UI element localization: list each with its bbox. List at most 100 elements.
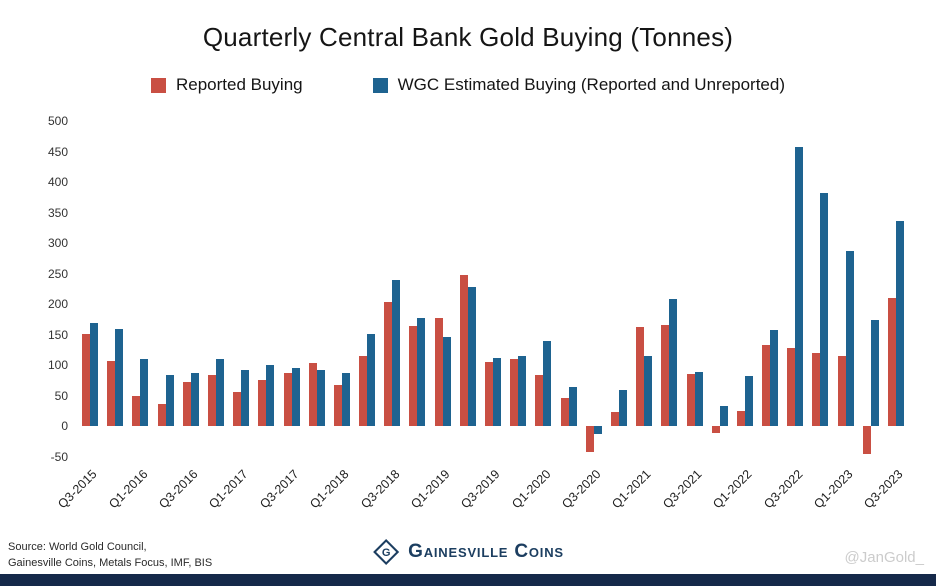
estimated-bar — [417, 318, 426, 427]
reported-bar — [207, 374, 216, 427]
y-axis-label: 450 — [47, 144, 68, 159]
legend-item-reported: Reported Buying — [150, 75, 303, 95]
bar-group: Q1-2019 — [408, 121, 453, 511]
reported-bar — [610, 411, 619, 427]
reported-bar — [711, 426, 720, 433]
y-axis-label: -50 — [50, 450, 68, 464]
bar-group: Q3-2017 — [257, 121, 301, 511]
x-axis-label: Q1-2016 — [105, 467, 151, 512]
bar-group — [409, 121, 426, 457]
reported-bar — [686, 373, 695, 427]
bar-group — [610, 121, 627, 457]
y-axis-label: 500 — [47, 114, 68, 128]
x-axis-label: Q3-2016 — [156, 467, 201, 512]
reported-bar — [283, 372, 292, 427]
estimated-bar — [215, 359, 224, 427]
y-axis-label: 250 — [47, 266, 68, 281]
bar-group — [711, 121, 728, 457]
x-axis-label: Q3-2021 — [660, 467, 705, 512]
reported-bar — [837, 356, 846, 427]
estimated-bar — [291, 368, 300, 427]
legend-label-estimated: WGC Estimated Buying (Reported and Unrep… — [397, 75, 786, 94]
estimated-bar — [845, 251, 854, 427]
svg-text:G: G — [382, 547, 391, 559]
estimated-bar — [115, 328, 124, 427]
estimated-bar — [467, 287, 476, 427]
bar-group: Q3-2016 — [156, 121, 201, 511]
plot-area: Q3-2015 Q1-2016 Q3-2016 Q1-2017 Q3-2017 Q1-20… — [56, 121, 906, 511]
reported-bar — [333, 384, 342, 427]
bar-group — [510, 121, 527, 457]
x-axis-label: Q3-2015 — [55, 467, 100, 512]
reported-bar — [107, 360, 116, 427]
estimated-bar — [316, 369, 325, 427]
reported-bar — [636, 326, 645, 427]
reported-bar — [434, 317, 443, 427]
y-axis-label: 50 — [54, 388, 68, 403]
bar-group — [107, 121, 124, 457]
reported-bar — [459, 274, 468, 427]
estimated-bar — [392, 279, 401, 427]
bar-group: Q1-2023 — [811, 121, 856, 511]
source-line-1: Source: World Gold Council, — [8, 541, 147, 554]
reported-bar — [560, 398, 569, 427]
reported-bar — [258, 380, 267, 427]
bar-group — [812, 121, 829, 457]
estimated-bar — [493, 358, 501, 427]
bar-group: Q1-2017 — [207, 121, 251, 511]
bar-group: Q1-2016 — [106, 121, 150, 511]
bar-group — [560, 121, 577, 457]
source-attribution: Source: World Gold Council, Gainesville … — [8, 540, 212, 571]
reported-bar — [82, 333, 90, 427]
source-line-2: Gainesville Coins, Metals Focus, IMF, BI… — [8, 556, 213, 569]
footer: Source: World Gold Council, Gainesville … — [0, 522, 936, 574]
estimated-bar — [266, 365, 275, 427]
x-axis-label: Q3-2020 — [559, 467, 604, 512]
gainesville-diamond-icon: G — [372, 538, 400, 566]
estimated-bar — [618, 389, 627, 427]
y-axis-label: 200 — [47, 297, 68, 312]
reported-bar — [359, 355, 368, 427]
x-axis-label: Q3-2019 — [458, 467, 503, 512]
estimated-bar — [190, 372, 199, 427]
reported-bar — [535, 375, 544, 427]
bar-group — [207, 121, 224, 457]
y-axis-label: 400 — [47, 175, 68, 190]
estimated-bar — [795, 146, 804, 427]
reported-bar — [736, 410, 745, 427]
x-axis-label: Q3-2017 — [257, 467, 302, 512]
x-axis-label: Q1-2019 — [408, 467, 453, 512]
bar-group: Q3-2022 — [761, 121, 805, 511]
legend-item-estimated: WGC Estimated Buying (Reported and Unrep… — [372, 75, 786, 95]
y-axis: 500 450 400 350 300 250 200 150 100 50 0 -50 — [26, 114, 68, 464]
reported-bar — [787, 348, 796, 427]
estimated-bar — [241, 370, 250, 427]
reported-bar — [157, 403, 166, 427]
reported-bar — [585, 426, 594, 453]
chart-title: Quarterly Central Bank Gold Buying (Tonn… — [202, 22, 734, 52]
y-axis-label: 350 — [47, 205, 68, 220]
chart-area: 500 450 400 350 300 250 200 150 100 50 0 -50 Q3-201… — [48, 114, 906, 511]
x-axis-label: Q1-2023 — [811, 467, 856, 512]
estimated-bar — [593, 426, 602, 434]
estimated-bar — [820, 193, 829, 427]
bar-group — [359, 121, 376, 457]
estimated-bar — [341, 373, 350, 427]
legend: Reported Buying WGC Estimated Buying (Re… — [0, 75, 936, 95]
reported-bar — [510, 359, 519, 427]
reported-bar — [862, 426, 871, 454]
reported-bar — [384, 302, 393, 427]
estimated-bar — [870, 319, 879, 427]
x-axis-label: Q1-2020 — [508, 467, 554, 512]
bar-group: Q3-2019 — [459, 121, 503, 511]
estimated-bar — [543, 340, 552, 427]
bar-group: Q3-2015 — [56, 121, 100, 511]
estimated-bar — [744, 376, 753, 427]
reported-bar — [409, 326, 418, 427]
reported-bar — [132, 395, 141, 427]
legend-swatch-reported — [150, 77, 166, 93]
bar-group: Q1-2022 — [710, 121, 755, 511]
bar-group — [308, 121, 325, 457]
y-axis-label: 0 — [61, 419, 68, 434]
